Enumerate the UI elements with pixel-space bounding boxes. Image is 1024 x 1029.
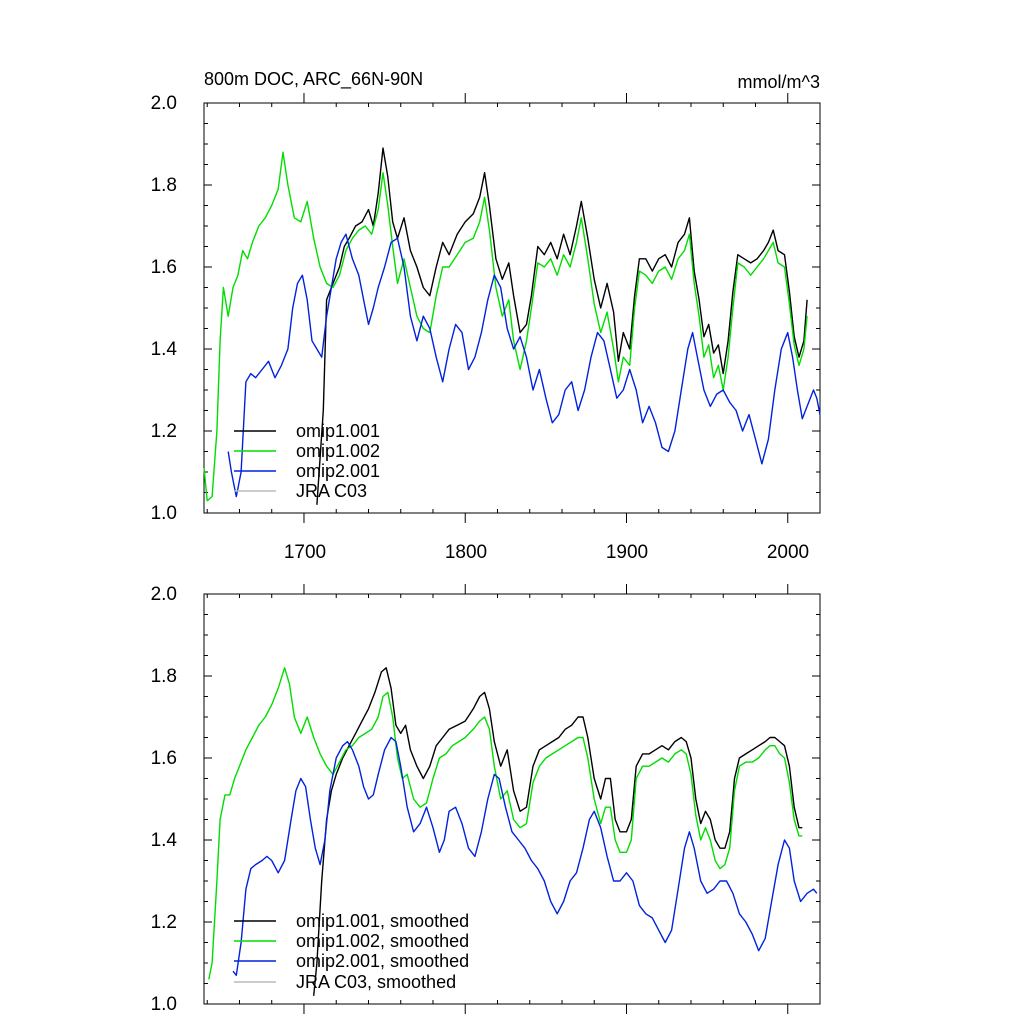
top-panel-units: mmol/m^3 xyxy=(738,72,820,92)
top-y-tick-label: 1.6 xyxy=(151,257,177,278)
top-x-tick-labels: 1700 1800 1900 2000 xyxy=(284,542,809,563)
top-y-tick-label: 1.4 xyxy=(151,339,178,360)
legend-label: omip1.001 xyxy=(296,421,380,441)
top-panel-title: 800m DOC, ARC_66N-90N xyxy=(204,69,423,90)
top-x-tick-label: 1800 xyxy=(445,542,487,563)
bottom-y-tick-label: 1.8 xyxy=(151,666,177,687)
bottom-y-tick-label: 1.4 xyxy=(151,830,178,851)
top-y-tick-label: 1.2 xyxy=(151,421,177,442)
series-line-omip1-002 xyxy=(203,151,808,502)
bottom-panel-series xyxy=(208,667,818,996)
top-x-tick-label: 1700 xyxy=(284,542,326,563)
legend-label: omip1.002, smoothed xyxy=(296,931,469,951)
legend-label: omip2.001 xyxy=(296,461,380,481)
series-line-omip1-001-smoothed xyxy=(313,667,803,996)
series-line-omip2-001 xyxy=(227,233,821,498)
legend-label: omip1.002 xyxy=(296,441,380,461)
top-y-tick-label: 2.0 xyxy=(151,93,177,114)
series-line-omip1-002-smoothed xyxy=(208,667,803,980)
legend-label: omip1.001, smoothed xyxy=(296,911,469,931)
series-line-omip2-001-smoothed xyxy=(232,736,818,976)
legend-label: omip2.001, smoothed xyxy=(296,951,469,971)
bottom-y-tick-label: 1.6 xyxy=(151,748,177,769)
bottom-y-tick-label: 2.0 xyxy=(151,584,177,605)
bottom-panel-ticks xyxy=(204,584,821,1014)
bottom-legend: omip1.001, smoothed omip1.002, smoothed … xyxy=(234,911,469,992)
top-panel-ticks xyxy=(204,93,821,523)
bottom-y-tick-label: 1.0 xyxy=(151,994,177,1015)
top-x-tick-label: 1900 xyxy=(606,542,648,563)
top-panel-series xyxy=(203,147,821,505)
series-line-omip1-001 xyxy=(316,147,808,505)
top-y-tick-label: 1.8 xyxy=(151,175,177,196)
legend-label: JRA C03 xyxy=(296,481,367,501)
legend-label: JRA C03, smoothed xyxy=(296,972,456,992)
top-legend: omip1.001 omip1.002 omip2.001 JRA C03 xyxy=(234,421,380,501)
bottom-y-tick-label: 1.2 xyxy=(151,912,177,933)
top-y-tick-label: 1.0 xyxy=(151,503,177,524)
top-x-tick-label: 2000 xyxy=(767,542,809,563)
bottom-y-tick-labels: 1.0 1.2 1.4 1.6 1.8 2.0 xyxy=(151,584,178,1015)
top-y-tick-labels: 1.0 1.2 1.4 1.6 1.8 2.0 xyxy=(151,93,178,524)
